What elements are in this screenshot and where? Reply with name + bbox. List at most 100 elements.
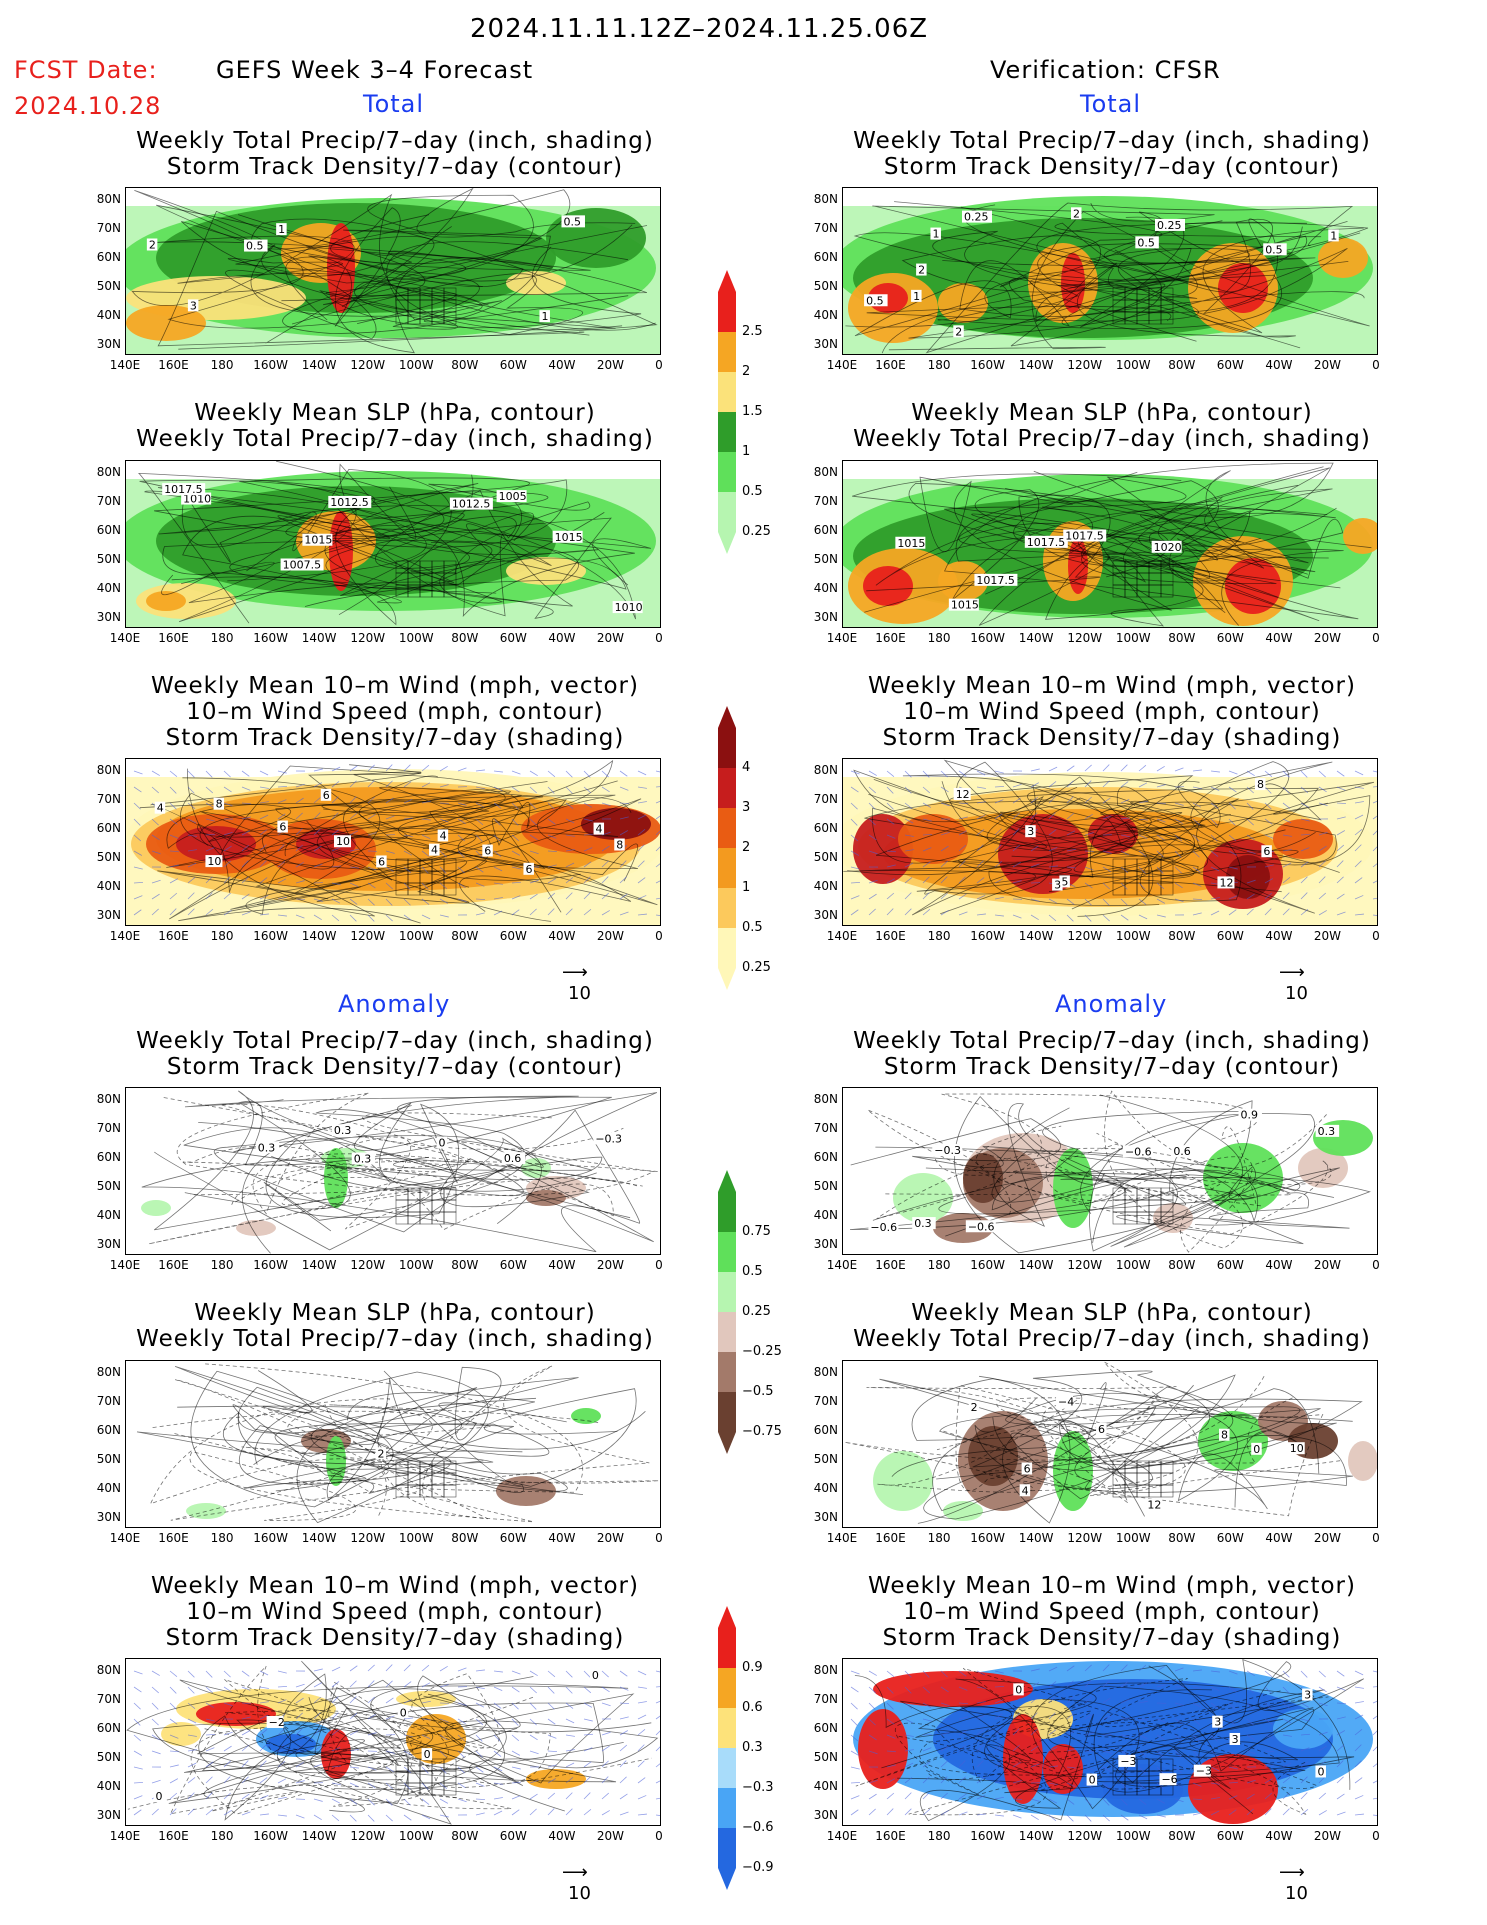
- lat-tick-label: 40N: [96, 581, 121, 595]
- state-border: [443, 1211, 457, 1225]
- wind-vector: [1264, 1718, 1273, 1725]
- wind-vector: [1084, 780, 1092, 788]
- wind-vector: [940, 770, 948, 778]
- wind-vector: [886, 818, 895, 825]
- wind-vector: [886, 878, 896, 884]
- wind-vector: [1300, 770, 1308, 778]
- wind-vector: [439, 1782, 448, 1790]
- wind-vector: [1372, 1730, 1377, 1736]
- contour-line: [881, 1689, 1306, 1783]
- wind-vector: [1138, 818, 1148, 821]
- contour-line: [958, 783, 1371, 878]
- lon-tick-label: 20W: [596, 1829, 625, 1843]
- lat-tick-label: 40N: [813, 1208, 838, 1222]
- contour-line: [939, 1375, 1363, 1524]
- lon-tick-label: 160W: [970, 1258, 1006, 1272]
- wind-vector: [1030, 863, 1040, 868]
- state-border: [1160, 1472, 1174, 1486]
- wind-vector: [169, 908, 177, 916]
- wind-vector: [601, 876, 609, 884]
- wind-vector: [1300, 861, 1309, 868]
- contour-label-bg: [146, 238, 158, 251]
- lon-tick-label: 160W: [253, 358, 289, 372]
- wind-vector: [1120, 914, 1129, 921]
- contour-label-bg: [302, 533, 333, 546]
- wind-vector: [511, 1686, 520, 1693]
- contour-label-bg: [351, 1152, 376, 1165]
- wind-vector: [601, 860, 609, 868]
- wind-vector: [655, 1670, 660, 1673]
- wind-vector: [529, 770, 538, 777]
- wind-vector: [1120, 1734, 1130, 1738]
- contour-line: [894, 1703, 1230, 1795]
- lon-tick-label: 0: [655, 631, 663, 645]
- wind-vector: [421, 818, 431, 821]
- wind-vector: [529, 1750, 539, 1755]
- wind-vector: [1300, 818, 1310, 822]
- wind-vector: [1102, 780, 1110, 788]
- lon-tick-label: 0: [1372, 929, 1380, 943]
- contour-line: [954, 1095, 1340, 1254]
- wind-vector: [511, 1795, 521, 1800]
- wind-vector: [940, 831, 950, 836]
- wind-vector: [385, 1664, 393, 1672]
- wind-vector: [904, 770, 912, 778]
- wind-vector: [976, 860, 984, 868]
- wind-vector: [547, 850, 558, 853]
- contour-label-bg: [320, 788, 332, 801]
- wind-vector: [1228, 802, 1236, 810]
- wind-vector: [601, 1686, 610, 1693]
- wind-vector: [994, 799, 1004, 804]
- wind-vector: [1120, 781, 1129, 788]
- wind-vector: [637, 860, 645, 868]
- wind-vector: [241, 770, 250, 777]
- wind-vector: [367, 1766, 377, 1771]
- wind-vector: [1174, 1734, 1182, 1742]
- wind-vector: [187, 892, 195, 900]
- wind-vector: [1156, 1684, 1166, 1688]
- lon-tick-label: 60W: [1216, 1829, 1244, 1843]
- wind-vector: [1318, 876, 1326, 884]
- lon-tick-label: 80W: [1168, 631, 1196, 645]
- contour-line: [1005, 1392, 1321, 1517]
- contour-label-bg: [1122, 1145, 1153, 1158]
- contour-line: [197, 773, 544, 888]
- wind-vector: [1120, 850, 1130, 856]
- wind-vector: [1066, 1782, 1076, 1788]
- lon-tick-label: 180: [210, 1258, 234, 1272]
- wind-vector: [187, 770, 195, 778]
- wind-vector: [637, 814, 647, 820]
- wind-vector: [187, 877, 196, 884]
- contour-label-bg: [1193, 1764, 1211, 1777]
- wind-vector: [421, 1718, 431, 1721]
- wind-vector: [1354, 1714, 1364, 1720]
- lat-tick-label: 60N: [96, 1150, 121, 1164]
- wind-vector: [1084, 898, 1092, 906]
- contour-line: [853, 769, 1208, 906]
- wind-vector: [958, 816, 968, 820]
- wind-vector: [1048, 1712, 1056, 1720]
- wind-vector: [151, 1779, 161, 1784]
- contour-label-bg: [552, 530, 583, 543]
- wind-vector: [241, 860, 249, 868]
- contour-line: [898, 1735, 1307, 1816]
- wind-vector: [457, 1766, 465, 1774]
- wind-vector: [1282, 1686, 1290, 1694]
- contour-line: [203, 1679, 659, 1798]
- wind-vector: [295, 1814, 305, 1819]
- contour-line: [265, 1102, 506, 1218]
- wind-vector: [619, 1730, 629, 1736]
- wind-vector: [994, 844, 1002, 852]
- contour-line: [943, 1361, 1324, 1517]
- contour-label: 1: [1330, 229, 1337, 242]
- wind-vector: [565, 1686, 573, 1694]
- wind-vector: [958, 844, 967, 852]
- lon-tick-label: 100W: [1115, 358, 1151, 372]
- wind-vector: [259, 829, 268, 836]
- contour-line: [275, 800, 639, 913]
- lon-tick-label: 40W: [548, 929, 576, 943]
- wind-vector: [421, 800, 431, 804]
- wind-vector: [367, 796, 375, 804]
- wind-vector: [1066, 1712, 1075, 1720]
- lon-tick-label: 120W: [1067, 1531, 1103, 1545]
